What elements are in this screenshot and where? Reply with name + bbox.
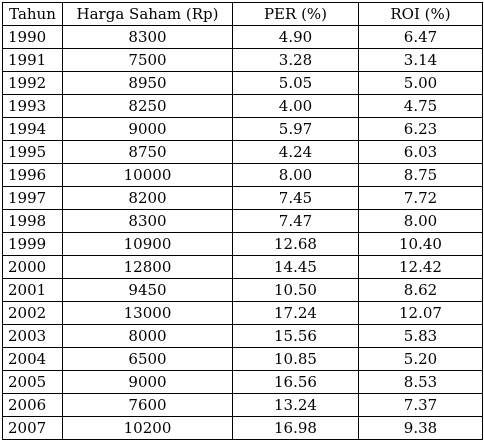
cell-per: 4.24	[232, 140, 359, 164]
table-row: 2002 13000 17.24 12.07	[2, 301, 483, 325]
table-row: 1993 8250 4.00 4.75	[2, 94, 483, 118]
cell-harga-saham: 12800	[62, 255, 233, 279]
cell-per: 16.56	[232, 370, 359, 394]
cell-tahun: 2003	[2, 324, 63, 348]
cell-roi: 8.75	[358, 163, 483, 187]
cell-harga-saham: 10000	[62, 163, 233, 187]
cell-roi: 6.23	[358, 117, 483, 141]
cell-per: 10.50	[232, 278, 359, 302]
cell-tahun: 2005	[2, 370, 63, 394]
cell-tahun: 1992	[2, 71, 63, 95]
header-row: Tahun Harga Saham (Rp) PER (%) ROI (%)	[2, 2, 483, 26]
cell-harga-saham: 9450	[62, 278, 233, 302]
cell-roi: 5.00	[358, 71, 483, 95]
cell-per: 8.00	[232, 163, 359, 187]
cell-per: 4.90	[232, 25, 359, 49]
cell-roi: 7.72	[358, 186, 483, 210]
cell-per: 5.05	[232, 71, 359, 95]
table-row: 2004 6500 10.85 5.20	[2, 347, 483, 371]
table-row: 1998 8300 7.47 8.00	[2, 209, 483, 233]
cell-roi: 4.75	[358, 94, 483, 118]
cell-tahun: 1997	[2, 186, 63, 210]
cell-per: 10.85	[232, 347, 359, 371]
cell-roi: 9.38	[358, 416, 483, 440]
cell-roi: 6.47	[358, 25, 483, 49]
cell-per: 7.45	[232, 186, 359, 210]
cell-per: 14.45	[232, 255, 359, 279]
cell-roi: 6.03	[358, 140, 483, 164]
cell-harga-saham: 8300	[62, 209, 233, 233]
cell-tahun: 2004	[2, 347, 63, 371]
cell-roi: 8.62	[358, 278, 483, 302]
cell-per: 5.97	[232, 117, 359, 141]
table-row: 2003 8000 15.56 5.83	[2, 324, 483, 348]
cell-tahun: 1998	[2, 209, 63, 233]
cell-tahun: 1991	[2, 48, 63, 72]
cell-roi: 5.20	[358, 347, 483, 371]
table-row: 2007 10200 16.98 9.38	[2, 416, 483, 440]
cell-roi: 5.83	[358, 324, 483, 348]
table-row: 1991 7500 3.28 3.14	[2, 48, 483, 72]
cell-tahun: 2000	[2, 255, 63, 279]
cell-per: 17.24	[232, 301, 359, 325]
table-row: 2006 7600 13.24 7.37	[2, 393, 483, 417]
cell-per: 12.68	[232, 232, 359, 256]
table-row: 1990 8300 4.90 6.47	[2, 25, 483, 49]
cell-tahun: 1996	[2, 163, 63, 187]
cell-harga-saham: 8250	[62, 94, 233, 118]
table-row: 1995 8750 4.24 6.03	[2, 140, 483, 164]
table-row: 1999 10900 12.68 10.40	[2, 232, 483, 256]
cell-tahun: 2007	[2, 416, 63, 440]
cell-roi: 10.40	[358, 232, 483, 256]
header-per: PER (%)	[232, 2, 359, 26]
table-body: 1990 8300 4.90 6.47 1991 7500 3.28 3.14 1992 8950…	[2, 25, 483, 440]
cell-harga-saham: 10900	[62, 232, 233, 256]
table-row: 2001 9450 10.50 8.62	[2, 278, 483, 302]
cell-harga-saham: 7500	[62, 48, 233, 72]
cell-harga-saham: 8200	[62, 186, 233, 210]
cell-roi: 12.07	[358, 301, 483, 325]
cell-harga-saham: 8000	[62, 324, 233, 348]
cell-harga-saham: 10200	[62, 416, 233, 440]
cell-tahun: 2002	[2, 301, 63, 325]
cell-per: 13.24	[232, 393, 359, 417]
cell-per: 4.00	[232, 94, 359, 118]
cell-roi: 8.00	[358, 209, 483, 233]
header-tahun: Tahun	[2, 2, 63, 26]
cell-tahun: 1990	[2, 25, 63, 49]
table-row: 1994 9000 5.97 6.23	[2, 117, 483, 141]
cell-harga-saham: 9000	[62, 117, 233, 141]
table-row: 2000 12800 14.45 12.42	[2, 255, 483, 279]
cell-harga-saham: 8750	[62, 140, 233, 164]
table-row: 1997 8200 7.45 7.72	[2, 186, 483, 210]
cell-harga-saham: 8950	[62, 71, 233, 95]
cell-tahun: 1994	[2, 117, 63, 141]
table-row: 2005 9000 16.56 8.53	[2, 370, 483, 394]
cell-roi: 7.37	[358, 393, 483, 417]
cell-harga-saham: 7600	[62, 393, 233, 417]
cell-tahun: 1999	[2, 232, 63, 256]
cell-roi: 3.14	[358, 48, 483, 72]
cell-per: 15.56	[232, 324, 359, 348]
cell-per: 3.28	[232, 48, 359, 72]
cell-per: 7.47	[232, 209, 359, 233]
cell-harga-saham: 8300	[62, 25, 233, 49]
cell-harga-saham: 9000	[62, 370, 233, 394]
cell-harga-saham: 13000	[62, 301, 233, 325]
table-row: 1996 10000 8.00 8.75	[2, 163, 483, 187]
cell-tahun: 2006	[2, 393, 63, 417]
table-header: Tahun Harga Saham (Rp) PER (%) ROI (%)	[2, 2, 483, 26]
cell-roi: 8.53	[358, 370, 483, 394]
cell-tahun: 2001	[2, 278, 63, 302]
cell-tahun: 1995	[2, 140, 63, 164]
cell-harga-saham: 6500	[62, 347, 233, 371]
table-row: 1992 8950 5.05 5.00	[2, 71, 483, 95]
header-harga-saham: Harga Saham (Rp)	[62, 2, 233, 26]
cell-roi: 12.42	[358, 255, 483, 279]
cell-tahun: 1993	[2, 94, 63, 118]
header-roi: ROI (%)	[358, 2, 483, 26]
cell-per: 16.98	[232, 416, 359, 440]
